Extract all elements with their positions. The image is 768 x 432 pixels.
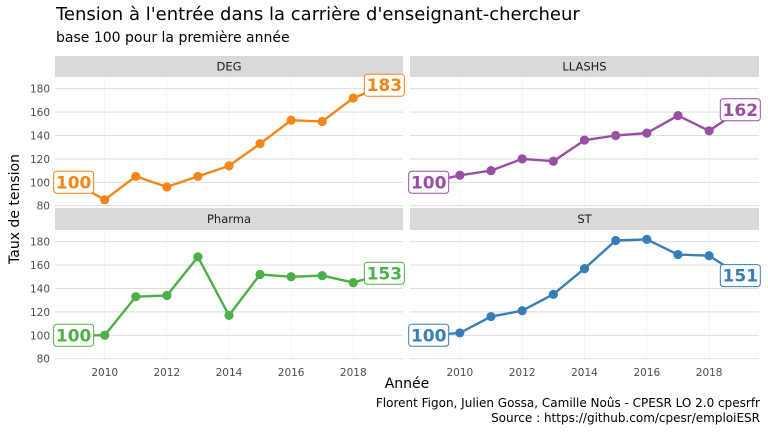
y-tick-label: 80 [37,201,50,213]
data-point [100,330,110,340]
last-value-label: 151 [723,267,759,287]
facet-strip-label: Pharma [207,212,251,226]
last-value-label-box [363,261,405,285]
y-tick-label: 100 [30,330,50,342]
data-point [455,170,465,180]
last-value-label-box [719,264,761,288]
caption-authors: Florent Figon, Julien Gossa, Camille Noû… [375,396,760,410]
first-value-label: 100 [411,173,447,193]
first-value-label: 100 [411,326,447,346]
y-tick-label: 120 [30,307,50,319]
data-point [255,139,265,149]
first-value-label-box [53,323,95,347]
first-value-label-box [408,323,450,347]
caption-source: Source : https://github.com/cpesr/emploi… [491,411,760,425]
y-axis-title: Taux de tension [7,154,23,265]
data-point [704,126,714,136]
facet-strip-label: LLASHS [562,60,606,74]
last-value-label-box [363,73,405,97]
data-point [224,161,234,171]
data-point [486,165,496,176]
x-tick-label: 2018 [340,367,367,379]
y-tick-label: 100 [30,177,50,189]
data-point [193,171,203,182]
x-tick-label: 2012 [153,367,180,379]
data-point [162,290,172,301]
y-tick-label: 180 [30,84,50,96]
facet-strip [55,56,403,77]
last-value-label-box [719,98,761,122]
caption: Florent Figon, Julien Gossa, Camille Noû… [376,396,760,426]
data-point [517,154,527,164]
last-value-label: 153 [367,264,403,284]
x-tick-label: 2012 [509,367,536,379]
data-point [100,195,110,205]
x-tick-label: 2010 [446,367,473,379]
data-point [162,182,172,192]
data-point [611,235,621,246]
data-point [317,271,327,281]
data-point [579,135,590,145]
page-subtitle: base 100 pour la première année [56,30,290,46]
data-point [131,292,141,302]
data-point [286,272,296,282]
data-point [455,328,465,338]
data-point [486,311,496,322]
first-value-label: 100 [56,173,92,193]
data-point [317,116,327,127]
data-point [286,115,296,125]
facet-strip [410,208,759,230]
panel-llashs: LLASHS 100 162 [408,56,761,208]
data-point [517,306,527,316]
data-point [673,249,683,260]
y-tick-label: 160 [30,107,50,119]
data-point [548,156,558,166]
first-value-label: 100 [56,326,92,346]
data-point [704,251,714,261]
y-tick-label: 140 [30,130,50,142]
data-point [611,130,621,141]
first-value-label-box [53,170,95,194]
last-value-label: 162 [723,101,759,121]
data-point [131,171,141,182]
data-point [548,289,558,299]
x-tick-label: 2016 [278,367,305,379]
x-tick-label: 2010 [91,367,118,379]
x-tick-label: 2016 [633,367,660,379]
facet-strip [55,208,403,230]
data-point [193,252,203,262]
facet-strip [410,56,759,77]
y-tick-label: 120 [30,154,50,166]
facet-strip-label: DEG [216,60,241,74]
x-tick-label: 2014 [216,367,243,379]
y-tick-label: 80 [37,354,50,366]
x-tick-label: 2014 [571,367,598,379]
facet-strip-label: ST [577,212,592,226]
y-tick-label: 180 [30,237,50,249]
last-value-label: 183 [367,76,403,96]
data-point [642,128,652,138]
data-point [642,234,652,244]
data-point [579,263,590,274]
panel-st: ST 2010 2012 2014 2016 2018 100 151 [408,208,761,379]
panel-deg: DEG 80 100 120 140 160 180 100 183 [30,56,405,213]
data-point [255,269,265,280]
data-point [348,278,358,288]
data-point [348,93,358,103]
y-tick-label: 160 [30,260,50,272]
x-axis-title: Année [385,376,430,392]
x-tick-label: 2018 [696,367,723,379]
data-point [673,110,683,121]
y-tick-label: 140 [30,283,50,295]
panel-pharma: Pharma 80 100 120 140 160 180 2010 2012 2014 2016 2… [30,208,405,379]
page-title: Tension à l'entrée dans la carrière d'en… [56,4,580,25]
data-point [224,310,234,320]
first-value-label-box [408,170,450,194]
